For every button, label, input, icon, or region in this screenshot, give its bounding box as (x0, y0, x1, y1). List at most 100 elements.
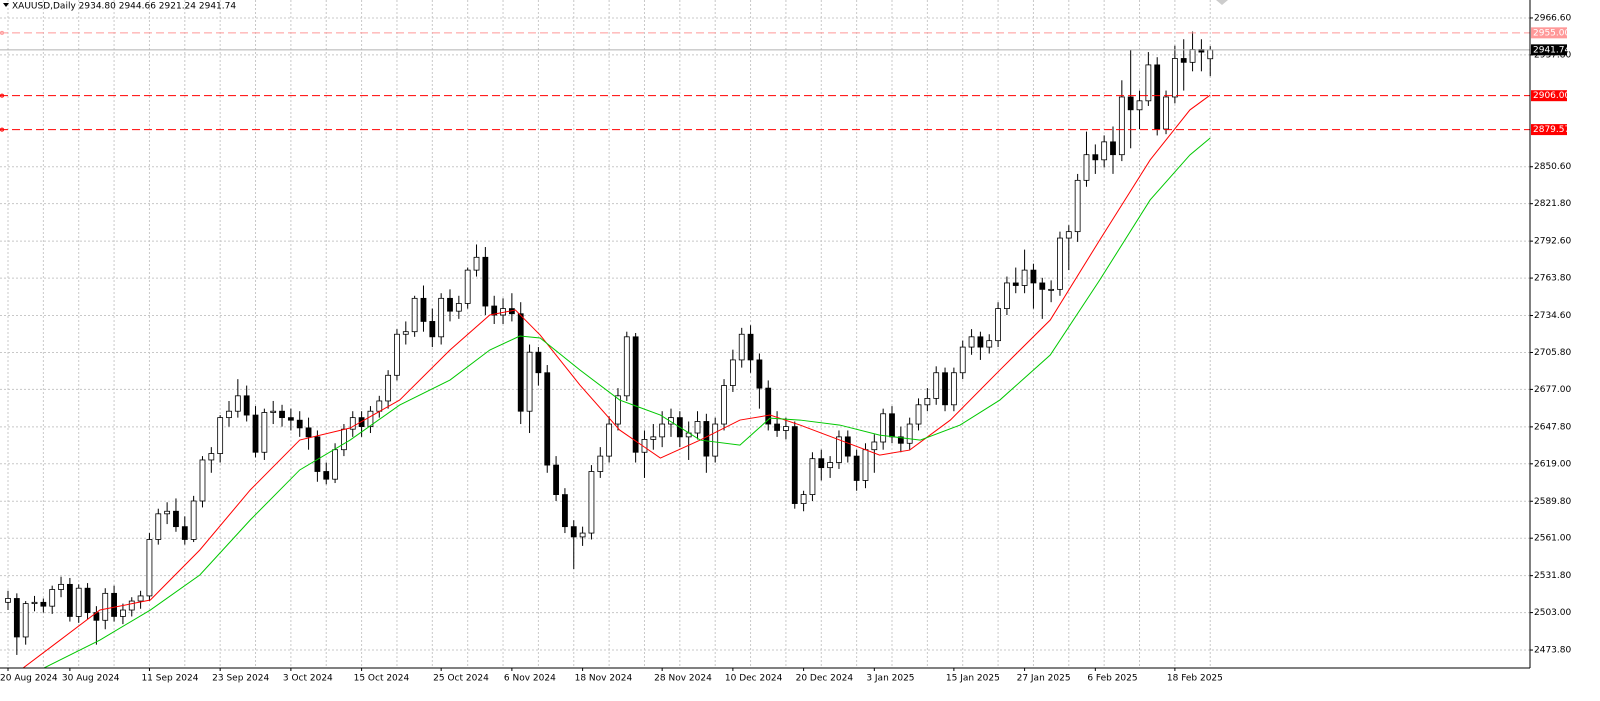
y-tick-label: 2677.00 (1534, 385, 1571, 395)
x-tick-label: 15 Jan 2025 (946, 674, 1000, 684)
moving-average (22, 94, 1211, 668)
candle-body (49, 589, 56, 607)
level-label: 2906.00 (1533, 91, 1570, 101)
candle-body (66, 583, 73, 617)
x-tick-label: 15 Oct 2024 (354, 674, 410, 684)
x-tick-label: 10 Dec 2024 (725, 674, 783, 684)
candle-body (226, 410, 232, 419)
candle-body (13, 598, 20, 638)
candle-body (588, 471, 595, 534)
candle-body (22, 603, 29, 638)
y-tick-label: 2763.80 (1534, 274, 1571, 284)
candle-body (800, 494, 807, 504)
x-tick-label: 11 Sep 2024 (141, 674, 198, 684)
y-tick-label: 2966.60 (1534, 13, 1571, 23)
candle-body (1207, 49, 1214, 60)
y-tick-label: 2619.00 (1534, 459, 1571, 469)
candle-body (1189, 49, 1196, 63)
candle-body (402, 331, 409, 335)
y-tick-label: 2503.00 (1534, 608, 1571, 618)
level-label: 2941.74 (1533, 45, 1570, 55)
candle-body (314, 436, 321, 472)
candle-body (1136, 100, 1143, 111)
candle-body (1048, 288, 1055, 291)
candle-body (1021, 269, 1028, 286)
candle-body (729, 359, 736, 386)
candle-body (1030, 269, 1037, 284)
candle-body (526, 351, 533, 412)
candle-body (553, 464, 559, 495)
candle-body (181, 526, 188, 540)
candle-body (915, 404, 922, 425)
candle-body (111, 592, 117, 617)
candle-body (579, 532, 586, 538)
level-anchor (0, 127, 4, 132)
candle-body (128, 600, 135, 611)
candle-body (897, 436, 904, 444)
candle-body (84, 587, 91, 613)
candle-body (464, 269, 471, 304)
candle-body (482, 256, 489, 307)
candle-body (694, 421, 701, 434)
candle-body (1039, 282, 1046, 290)
candle-body (818, 458, 825, 469)
candle-body (1057, 237, 1063, 290)
candle-body (995, 308, 1001, 342)
x-tick-label: 18 Nov 2024 (575, 674, 633, 684)
menu-arrow[interactable] (3, 3, 9, 7)
candle-body (650, 436, 657, 440)
candle-body (1065, 231, 1072, 239)
plot-area (0, 30, 1530, 668)
candle-body (323, 471, 330, 480)
level-label: 2955.00 (1533, 28, 1570, 38)
level-label-box (1531, 90, 1567, 102)
candle-body (40, 601, 47, 607)
x-tick-label: 3 Jan 2025 (866, 674, 914, 684)
candle-body (385, 374, 392, 402)
candle-body (243, 395, 250, 416)
candle-body (252, 414, 259, 453)
y-tick-label: 2589.80 (1534, 497, 1571, 507)
candle-body (411, 297, 418, 333)
x-tick-label: 27 Jan 2025 (1017, 674, 1071, 684)
candle-body (668, 417, 674, 425)
candle-body (394, 333, 400, 376)
level-label-box (1531, 124, 1567, 136)
x-tick-label: 23 Sep 2024 (212, 674, 269, 684)
y-tick-label: 2705.80 (1534, 348, 1571, 358)
candle-body (234, 395, 241, 412)
candle-body (261, 412, 268, 453)
candle-body (1118, 96, 1125, 156)
candle-body (1163, 96, 1169, 130)
candle-body (712, 423, 719, 457)
chart-title: XAUUSD,Daily 2934.80 2944.66 2921.24 294… (12, 2, 236, 12)
candle-body (164, 510, 171, 515)
candle-body (862, 449, 869, 481)
candle-body (871, 441, 878, 451)
y-tick-label: 2937.80 (1534, 50, 1571, 60)
level-label: 2879.57 (1533, 125, 1570, 135)
candle-body (986, 340, 993, 348)
candle-body (473, 256, 480, 271)
candle-body (190, 500, 197, 540)
candle-body (447, 297, 453, 312)
x-tick-label: 28 Nov 2024 (654, 674, 712, 684)
y-tick-label: 2647.80 (1534, 422, 1571, 432)
candle-body (305, 427, 312, 438)
level-label-box (1531, 27, 1567, 39)
candle-body (137, 595, 144, 602)
candle-body (1101, 141, 1108, 161)
y-tick-label: 2561.00 (1534, 534, 1571, 544)
candle-body (429, 321, 436, 338)
candle-body (517, 313, 524, 412)
candle-body (783, 426, 789, 431)
candle-body (102, 592, 109, 621)
candle-body (959, 346, 966, 374)
candle-body (659, 423, 666, 438)
candle-body (208, 453, 215, 461)
candle-body (31, 601, 38, 605)
x-tick-label: 18 Feb 2025 (1167, 674, 1223, 684)
candle-body (924, 397, 931, 406)
y-tick-label: 2850.60 (1534, 162, 1571, 172)
